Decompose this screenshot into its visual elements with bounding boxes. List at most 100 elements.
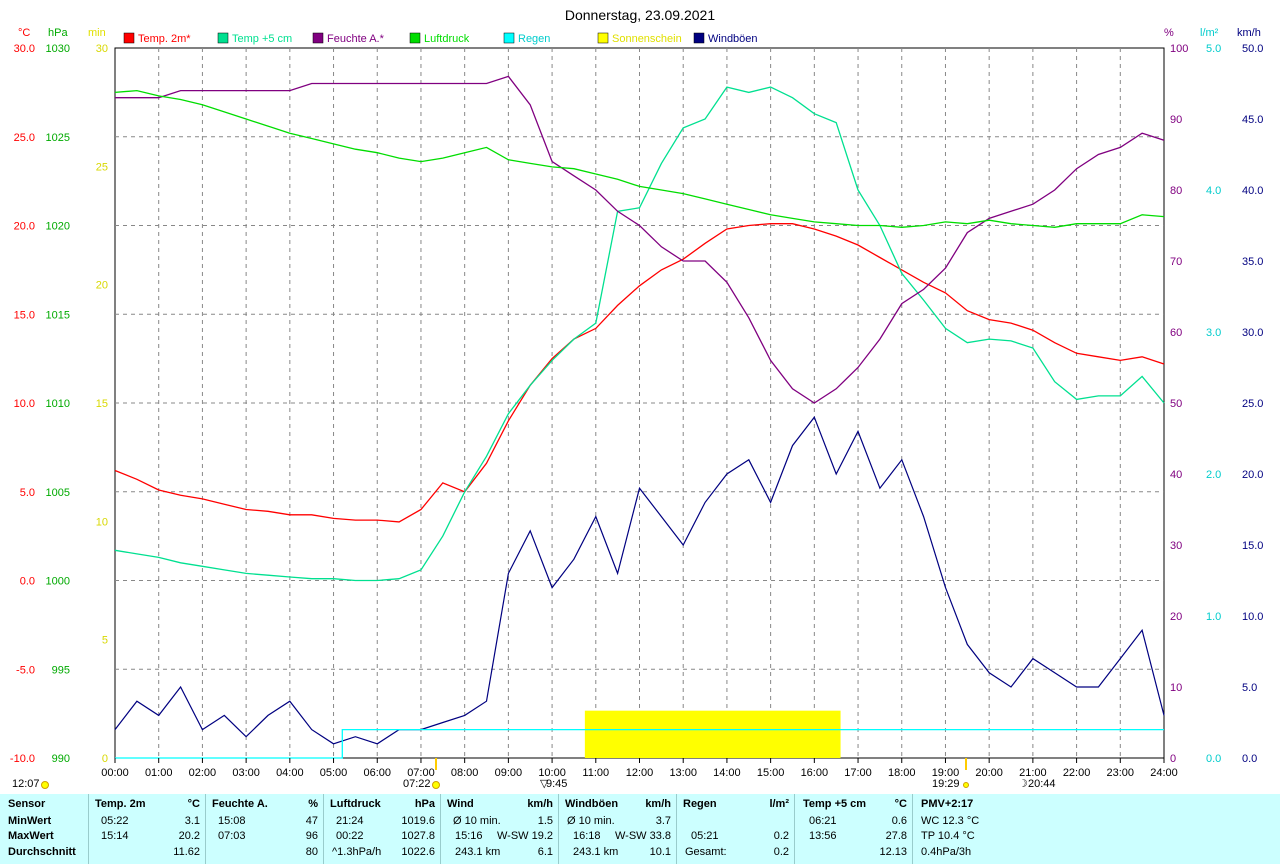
legend-swatch bbox=[693, 32, 705, 44]
right-axis-ticks: 10090807060504030201005.04.03.02.01.00.0… bbox=[1170, 43, 1263, 765]
stats-value: 1.5 bbox=[537, 815, 553, 827]
time-tick-label: 18:00 bbox=[888, 767, 916, 779]
stats-value: 27.8 bbox=[885, 830, 907, 842]
time-tick-label: 16:00 bbox=[801, 767, 829, 779]
stats-value: 3.7 bbox=[655, 815, 671, 827]
stats-col-sensor: Sensor MinWert MaxWert Durchschnitt bbox=[0, 794, 88, 864]
pressure-tick-label: 1030 bbox=[46, 43, 70, 55]
temp-tick-label: 20.0 bbox=[14, 221, 35, 233]
stats-time: 00:22 bbox=[336, 830, 364, 842]
left-axis-ticks: 30.025.020.015.010.05.00.0-5.0-10.010301… bbox=[10, 43, 108, 765]
stats-col-pressure: Luftdruck hPa 21:24 1019.6 00:22 1027.8 … bbox=[323, 794, 441, 864]
moonrise-icon bbox=[41, 781, 49, 789]
legend-label: Regen bbox=[518, 33, 550, 45]
stats-header: Windböen bbox=[565, 798, 619, 810]
pressure-tick-label: 1010 bbox=[46, 398, 70, 410]
stats-value: 3.1 bbox=[184, 815, 200, 827]
stats-label: Ø 10 min. bbox=[453, 815, 501, 827]
time-tick-label: 08:00 bbox=[451, 767, 479, 779]
temp-tick-label: 10.0 bbox=[14, 398, 35, 410]
moonset-icon: ☽ bbox=[1018, 778, 1028, 790]
wind-tick-label: 30.0 bbox=[1242, 327, 1263, 339]
chart-title: Donnerstag, 23.09.2021 bbox=[565, 7, 715, 23]
legend-swatch bbox=[597, 32, 609, 44]
series-line-rain bbox=[115, 728, 1164, 759]
min-tick-label: 25 bbox=[96, 161, 108, 173]
stats-label: 243.1 km bbox=[455, 846, 501, 858]
statistics-table: Sensor MinWert MaxWert Durchschnitt Temp… bbox=[0, 794, 1280, 864]
wind-tick-label: 40.0 bbox=[1242, 185, 1263, 197]
legend-swatch bbox=[217, 32, 229, 44]
time-tick-label: 06:00 bbox=[363, 767, 391, 779]
humidity-tick-label: 100 bbox=[1170, 43, 1188, 55]
humidity-tick-label: 50 bbox=[1170, 398, 1182, 410]
time-axis-ticks: 00:00 01:00 02:00 03:00 04:00 05:00 06:00 07:00… bbox=[101, 758, 1178, 779]
legend-label: Temp +5 cm bbox=[232, 33, 292, 45]
stats-header: Sensor bbox=[8, 798, 46, 810]
stats-unit: km/h bbox=[527, 798, 553, 810]
pressure-tick-label: 1020 bbox=[46, 221, 70, 233]
stats-row-label: MinWert bbox=[8, 815, 52, 827]
pressure-tick-label: 995 bbox=[52, 664, 70, 676]
series-group bbox=[114, 75, 1165, 759]
wind-tick-label: 0.0 bbox=[1242, 753, 1257, 765]
time-tick-label: 00:00 bbox=[101, 767, 129, 779]
legend-label: Windböen bbox=[708, 33, 758, 45]
stats-time: 05:22 bbox=[101, 815, 129, 827]
sunrise-icon bbox=[432, 781, 440, 789]
pressure-tick-label: 1000 bbox=[46, 576, 70, 588]
stats-time: 16:18 bbox=[573, 830, 601, 842]
legend-label: Luftdruck bbox=[424, 33, 470, 45]
stats-col-rain: Regen l/m² 05:21 0.2 Gesamt: 0.2 bbox=[676, 794, 795, 864]
wind-unit-label: km/h bbox=[1237, 27, 1261, 39]
stats-col-wind: Wind km/h Ø 10 min. 1.5 15:16 W-SW 19.2 … bbox=[440, 794, 559, 864]
min-tick-label: 30 bbox=[96, 43, 108, 55]
legend-swatch bbox=[123, 32, 135, 44]
stats-value: TP 10.4 °C bbox=[921, 830, 975, 842]
stats-direction: W-SW bbox=[615, 830, 647, 842]
humidity-tick-label: 10 bbox=[1170, 682, 1182, 694]
stats-header: Regen bbox=[683, 798, 717, 810]
legend-swatch bbox=[503, 32, 515, 44]
time-tick-label: 13:00 bbox=[669, 767, 697, 779]
stats-value: 0.2 bbox=[773, 830, 789, 842]
noon-time: 9:45 bbox=[546, 778, 567, 790]
stats-time: 15:16 bbox=[455, 830, 483, 842]
moonrise-time: 12:07 bbox=[12, 778, 40, 790]
stats-value: 10.1 bbox=[649, 846, 671, 858]
stats-col-temp5: Temp +5 cm °C 06:21 0.6 13:56 27.8 12.13 bbox=[794, 794, 913, 864]
temp-tick-label: 5.0 bbox=[20, 487, 35, 499]
stats-value: 1019.6 bbox=[401, 815, 435, 827]
time-tick-label: 09:00 bbox=[495, 767, 523, 779]
time-tick-label: 22:00 bbox=[1063, 767, 1091, 779]
series-line-pressure bbox=[114, 89, 1165, 228]
weather-chart: Donnerstag, 23.09.2021 Temp. 2m* Temp +5 … bbox=[10, 7, 1264, 790]
temp-tick-label: 0.0 bbox=[20, 576, 35, 588]
legend-label: Feuchte A.* bbox=[327, 33, 385, 45]
time-tick-label: 17:00 bbox=[844, 767, 872, 779]
pressure-unit-label: hPa bbox=[48, 27, 68, 39]
rain-tick-label: 4.0 bbox=[1206, 185, 1221, 197]
rain-tick-label: 1.0 bbox=[1206, 611, 1221, 623]
time-tick-label: 24:00 bbox=[1150, 767, 1178, 779]
humidity-tick-label: 40 bbox=[1170, 469, 1182, 481]
stats-label: 243.1 km bbox=[573, 846, 619, 858]
humidity-tick-label: 70 bbox=[1170, 256, 1182, 268]
temp-unit-label: °C bbox=[18, 27, 30, 39]
time-tick-label: 05:00 bbox=[320, 767, 348, 779]
noon-icon: ▽ bbox=[540, 778, 549, 790]
time-tick-label: 20:00 bbox=[975, 767, 1003, 779]
stats-header: Luftdruck bbox=[330, 798, 381, 810]
humidity-tick-label: 90 bbox=[1170, 114, 1182, 126]
stats-value: 80 bbox=[305, 846, 318, 858]
stats-value: 0.2 bbox=[773, 846, 789, 858]
wind-tick-label: 25.0 bbox=[1242, 398, 1263, 410]
humidity-tick-label: 0 bbox=[1170, 753, 1176, 765]
stats-header: PMV+2:17 bbox=[921, 798, 974, 810]
stats-value: 1022.6 bbox=[401, 846, 435, 858]
stats-value: 96 bbox=[305, 830, 318, 842]
humidity-tick-label: 30 bbox=[1170, 540, 1182, 552]
time-tick-label: 15:00 bbox=[757, 767, 785, 779]
time-tick-label: 02:00 bbox=[189, 767, 217, 779]
axis-unit-labels: °C hPa min% l/m² km/h bbox=[18, 27, 1261, 39]
